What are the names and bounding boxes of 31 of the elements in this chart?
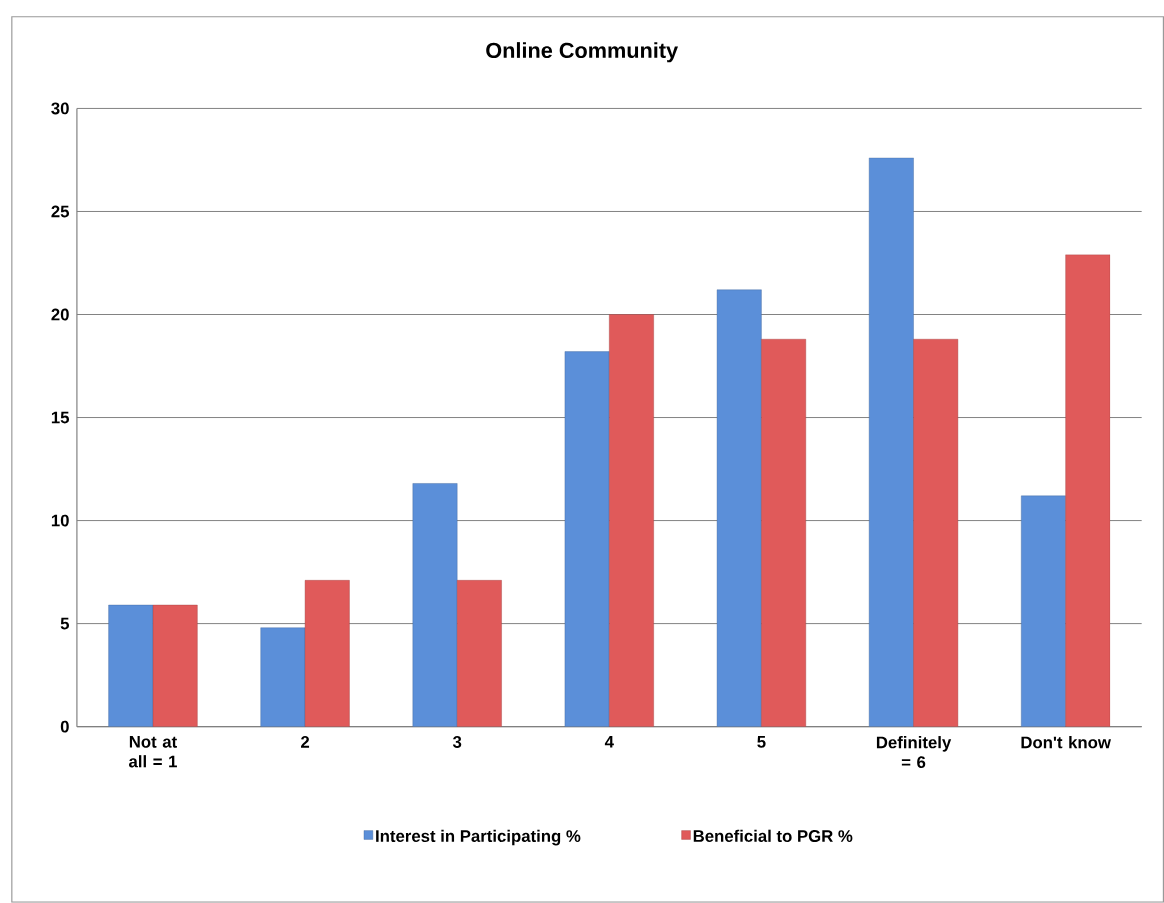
bar [609, 314, 654, 727]
bar [304, 580, 350, 727]
legend-label: Beneficial to PGR % [693, 829, 853, 843]
y-tick-label: 15 [51, 411, 70, 424]
bar [868, 157, 914, 727]
bar [108, 604, 154, 727]
bar [412, 483, 458, 727]
bar [152, 604, 198, 727]
y-tick-label: 5 [60, 617, 70, 630]
bar [564, 351, 610, 727]
bar [456, 580, 502, 727]
bar [1021, 495, 1066, 727]
y-tick-label: 25 [51, 205, 70, 218]
bar [716, 289, 762, 727]
x-tick-label: Don't know [1021, 736, 1111, 749]
y-tick-label: 20 [51, 308, 69, 321]
x-tick-label: Not at all = 1 [129, 736, 177, 768]
bar [1065, 254, 1111, 727]
y-tick-label: 0 [60, 720, 69, 733]
x-tick-label: 3 [452, 736, 462, 749]
y-tick-label: 10 [51, 514, 69, 527]
legend-label: Interest in Participating % [376, 829, 581, 846]
x-tick-label: 2 [301, 736, 310, 748]
x-tick-label: 5 [757, 736, 766, 748]
bar [913, 339, 959, 727]
chart-title: Online Community [486, 42, 678, 63]
x-tick-label: Definitely = 6 [876, 736, 952, 769]
bar [761, 339, 806, 727]
bar [260, 627, 306, 727]
y-tick-label: 30 [51, 102, 69, 115]
x-tick-label: 4 [604, 736, 614, 748]
